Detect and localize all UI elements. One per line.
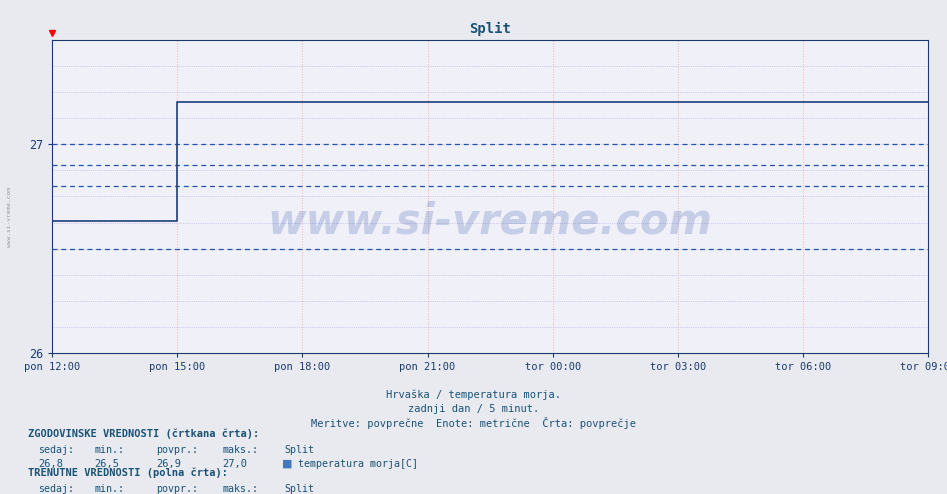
Text: TRENUTNE VREDNOSTI (polna črta):: TRENUTNE VREDNOSTI (polna črta): (28, 467, 228, 478)
Text: www.si-vreme.com: www.si-vreme.com (268, 201, 712, 243)
Text: Hrvaška / temperatura morja.: Hrvaška / temperatura morja. (386, 389, 561, 400)
Text: 26,8: 26,8 (38, 459, 63, 469)
Text: Split: Split (284, 446, 314, 455)
Text: povpr.:: povpr.: (156, 484, 198, 494)
Text: sedaj:: sedaj: (38, 484, 74, 494)
Text: povpr.:: povpr.: (156, 446, 198, 455)
Text: maks.:: maks.: (223, 484, 259, 494)
Title: Split: Split (469, 21, 511, 36)
Text: maks.:: maks.: (223, 446, 259, 455)
Text: Meritve: povprečne  Enote: metrične  Črta: povprečje: Meritve: povprečne Enote: metrične Črta:… (311, 417, 636, 429)
Text: Split: Split (284, 484, 314, 494)
Text: 27,0: 27,0 (223, 459, 247, 469)
Text: 26,9: 26,9 (156, 459, 181, 469)
Text: www.si-vreme.com: www.si-vreme.com (7, 187, 12, 247)
Text: ZGODOVINSKE VREDNOSTI (črtkana črta):: ZGODOVINSKE VREDNOSTI (črtkana črta): (28, 429, 259, 439)
Text: temperatura morja[C]: temperatura morja[C] (298, 459, 419, 469)
Text: zadnji dan / 5 minut.: zadnji dan / 5 minut. (408, 405, 539, 414)
Text: min.:: min.: (95, 446, 125, 455)
Text: 26,5: 26,5 (95, 459, 119, 469)
Text: ■: ■ (282, 459, 293, 469)
Text: sedaj:: sedaj: (38, 446, 74, 455)
Text: min.:: min.: (95, 484, 125, 494)
